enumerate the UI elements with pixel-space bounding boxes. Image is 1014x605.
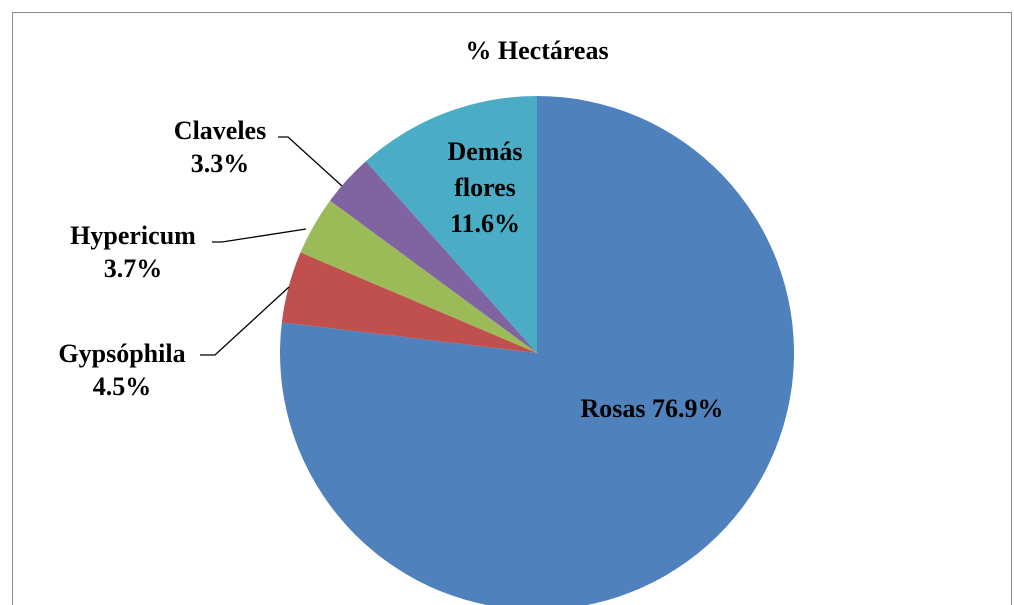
pie-slice bbox=[280, 96, 794, 605]
label-name: Claveles bbox=[173, 116, 267, 145]
data-label: Hypericum 3.7% bbox=[70, 219, 196, 285]
chart-title: % Hectáreas bbox=[465, 36, 609, 65]
label-value: 11.6% bbox=[449, 209, 521, 238]
leader-line bbox=[212, 228, 307, 243]
label-name: Demás flores bbox=[447, 137, 523, 202]
leader-line bbox=[278, 136, 343, 187]
pie-slice bbox=[300, 200, 537, 353]
label-value: 3.3% bbox=[190, 149, 250, 178]
pie-slice bbox=[281, 252, 537, 353]
pie-slice bbox=[330, 161, 537, 353]
leader-line bbox=[200, 286, 290, 356]
label-value: 3.7% bbox=[103, 254, 163, 283]
data-label: Rosas 76.9% bbox=[580, 392, 723, 425]
label-value: 76.9% bbox=[652, 394, 724, 423]
chart-border bbox=[12, 12, 1012, 605]
data-label: Demás flores 11.6% bbox=[430, 134, 540, 242]
label-value: 4.5% bbox=[92, 372, 152, 401]
label-name: Gypsóphila bbox=[58, 339, 186, 368]
label-name: Rosas bbox=[580, 394, 646, 423]
data-label: Claveles 3.3% bbox=[174, 114, 266, 180]
data-label: Gypsóphila 4.5% bbox=[58, 337, 185, 403]
pie-slice bbox=[365, 96, 537, 353]
label-name: Hypericum bbox=[70, 221, 196, 250]
